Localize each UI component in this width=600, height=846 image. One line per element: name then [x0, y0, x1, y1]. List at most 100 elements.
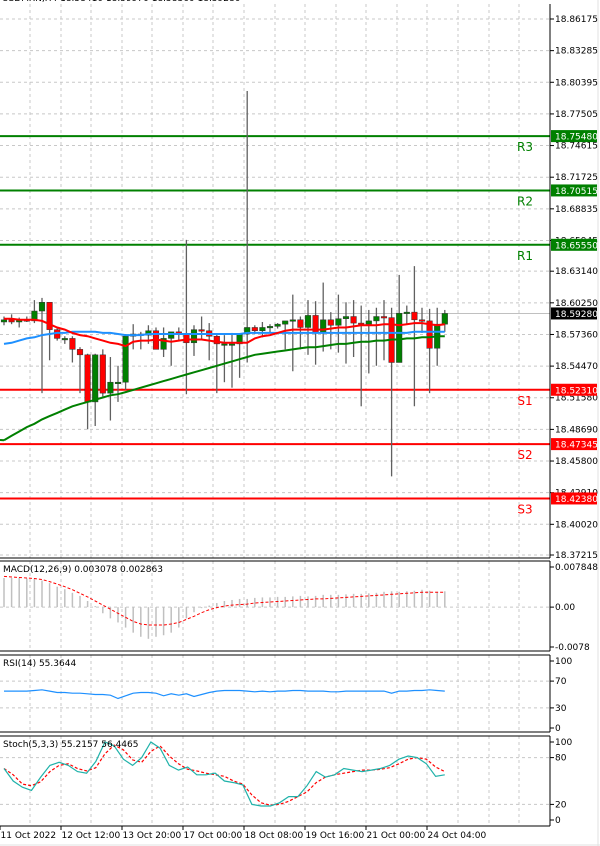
price-axis: 18.86175 18.83285 18.80395 18.77505 18.74615… [550, 15, 598, 561]
candle-body [396, 312, 403, 363]
level-price-label: 18.75480 [555, 133, 598, 143]
candle-body [365, 320, 372, 325]
ma-fast-line [4, 317, 445, 348]
candle-body [221, 343, 228, 346]
candle-body [38, 302, 46, 312]
level-price-badge [551, 238, 597, 251]
candle-body [244, 327, 251, 335]
price-tick-label: 18.40020 [555, 520, 598, 530]
candle-body [31, 310, 38, 322]
rsi-pane: RSI(14) 55.3644 100 70 30 0 [0, 655, 572, 734]
level-price-badge [551, 492, 597, 505]
candle-body [320, 319, 327, 334]
stoch-tick-20: 20 [555, 800, 567, 810]
time-label: 11 Oct 2022 [1, 831, 57, 841]
candle-body [304, 315, 312, 328]
chart-header: USDMXN,H4 18.58410 18.59970 18.58360 18.… [2, 0, 240, 4]
candle-body [213, 335, 220, 345]
price-tick-label: 18.68835 [555, 205, 598, 215]
time-label: 19 Oct 16:00 [306, 831, 365, 841]
time-label: 17 Oct 00:00 [184, 831, 243, 841]
candle-body [84, 354, 91, 403]
time-axis: 11 Oct 2022 12 Oct 12:00 13 Oct 20:00 17 Oc… [0, 826, 486, 841]
price-tick-label: 18.80395 [555, 78, 598, 88]
rsi-title: RSI(14) 55.3644 [3, 659, 76, 669]
level-price-label: 18.52310 [555, 386, 598, 396]
time-label: 24 Oct 04:00 [428, 831, 487, 841]
candle-body [373, 316, 380, 322]
stoch-main-line [3, 741, 445, 807]
price-tick-label: 18.71725 [555, 173, 598, 183]
price-tick-label: 18.51580 [555, 394, 598, 404]
level-label-s2: S2 [517, 448, 532, 462]
candle-body [251, 327, 258, 331]
level-price-label: 18.42380 [555, 495, 598, 505]
stoch-tick-80: 80 [555, 754, 567, 764]
price-tick-label: 18.83285 [555, 47, 598, 57]
level-price-badge [551, 383, 597, 396]
candle-body [289, 319, 296, 322]
macd-tick-zero: 0.00 [555, 603, 575, 613]
time-label: 13 Oct 20:00 [123, 831, 182, 841]
support-resistance-levels: R3 R2 R1 S1 S2 S3 [0, 135, 550, 516]
level-label-r2: R2 [517, 194, 533, 208]
candle-body [8, 319, 15, 323]
candle-body [259, 327, 266, 331]
stochastic-pane: Stoch(5,3,3) 55.2157 56.4465 100 80 20 0 [0, 736, 572, 826]
candle-body [380, 316, 388, 319]
level-label-r1: R1 [517, 249, 533, 263]
time-label: 18 Oct 08:00 [245, 831, 304, 841]
stoch-tick-100: 100 [555, 738, 572, 748]
candle-body [228, 343, 236, 346]
candle-body [92, 354, 99, 403]
candle-body [282, 320, 289, 325]
candle-body [46, 302, 53, 330]
price-tick-label: 18.60250 [555, 299, 598, 309]
candle-body [274, 323, 281, 327]
candle-body [266, 326, 274, 329]
candle-body [168, 331, 175, 339]
candle-body [122, 335, 129, 383]
candle-body [350, 316, 357, 324]
stoch-signal-line [3, 744, 446, 806]
candle-body [107, 381, 114, 394]
main-grid [0, 4, 550, 558]
price-tick-label: 18.37215 [555, 551, 598, 561]
macd-signal-line [3, 575, 445, 626]
candle-body [441, 313, 448, 325]
price-tick-label: 18.63140 [555, 267, 598, 277]
candlesticks [0, 90, 448, 477]
level-price-badge [551, 438, 597, 451]
candle-body [426, 320, 433, 349]
candle-body [335, 318, 342, 326]
current-price-badge [551, 307, 597, 320]
candle-body [76, 349, 84, 356]
level-label-r3: R3 [517, 140, 533, 154]
stoch-title: Stoch(5,3,3) 55.2157 56.4465 [3, 740, 138, 750]
candle-body [418, 319, 426, 322]
candle-body [183, 333, 190, 344]
candle-body [69, 338, 76, 350]
price-tick-label: 18.48690 [555, 425, 598, 435]
moving-averages [0, 317, 445, 442]
price-tick-label: 18.86175 [555, 15, 598, 25]
candle-body [327, 319, 334, 326]
current-price-label: 18.59280 [555, 310, 598, 320]
candle-body [411, 311, 418, 321]
price-tick-label: 18.45800 [555, 457, 598, 467]
macd-pane: MACD(12,26,9) 0.003078 0.002863 0.007848 0… [0, 561, 598, 653]
macd-tick-min: -0.0078 [555, 643, 590, 653]
rsi-line [4, 689, 445, 700]
candle-body [114, 381, 122, 384]
time-label: 12 Oct 12:00 [62, 831, 121, 841]
rsi-tick-30: 30 [555, 704, 567, 714]
candle-body [99, 354, 106, 394]
macd-title: MACD(12,26,9) 0.003078 0.002863 [3, 565, 163, 575]
candle-body [145, 330, 152, 336]
candle-body [190, 329, 198, 344]
candle-body [297, 319, 304, 328]
price-tick-label: 18.54470 [555, 362, 598, 372]
ma-mid-line [3, 330, 445, 345]
